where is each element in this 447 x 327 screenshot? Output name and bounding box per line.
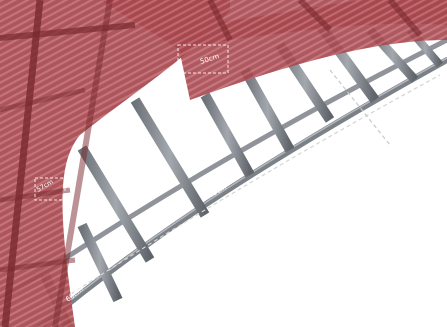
roof-callout-box — [177, 44, 229, 74]
rafter — [240, 67, 295, 153]
rafter — [130, 97, 210, 218]
dimension-baseline — [29, 74, 441, 321]
roof-panel-main — [0, 0, 230, 327]
roof-panel-top — [100, 0, 447, 50]
roof-rib — [0, 87, 86, 113]
ring-beam-outer-highlight — [39, 57, 447, 326]
roof-rib — [1, 0, 44, 327]
roof-rib — [0, 257, 76, 273]
roof-rib — [207, 0, 233, 42]
roof-rib — [52, 0, 113, 327]
roof-callouts — [34, 44, 229, 201]
dimension-leader — [329, 69, 391, 146]
rafter — [77, 222, 123, 303]
roof-callout-box — [34, 177, 66, 201]
roof-rib — [0, 22, 136, 41]
ring-beam-outer — [37, 57, 447, 327]
rafter — [200, 92, 255, 178]
roof-rib — [297, 0, 333, 33]
roof-rib — [387, 0, 423, 37]
rafter — [77, 145, 155, 263]
